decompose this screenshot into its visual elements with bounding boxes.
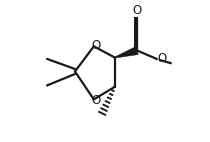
- Text: O: O: [91, 94, 100, 107]
- Text: O: O: [157, 52, 166, 65]
- Text: O: O: [133, 4, 142, 17]
- Polygon shape: [115, 47, 138, 58]
- Text: O: O: [91, 39, 100, 52]
